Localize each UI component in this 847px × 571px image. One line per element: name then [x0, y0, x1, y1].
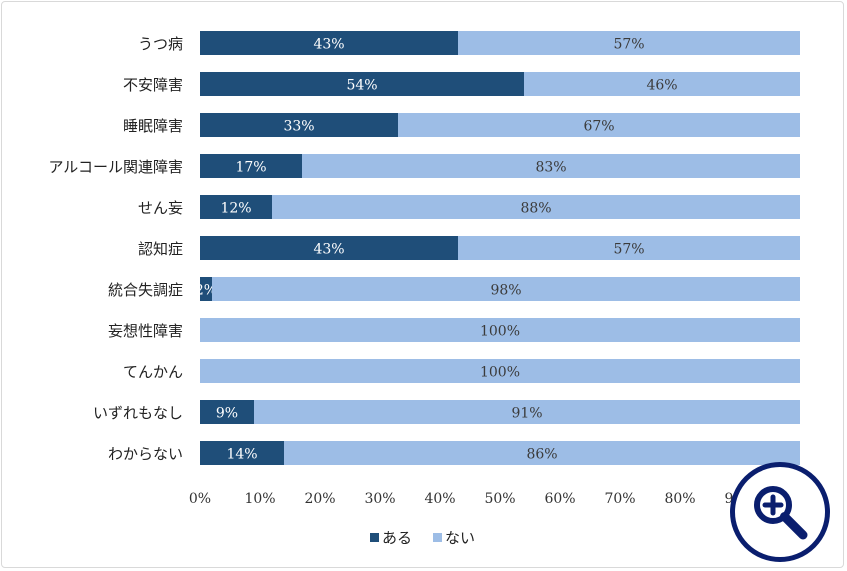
bar-segment-nai — [458, 236, 800, 260]
data-label: 43% — [313, 242, 344, 258]
data-label: 12% — [220, 201, 251, 217]
bar-segment-aru — [200, 72, 524, 96]
zoom-button[interactable] — [730, 462, 830, 562]
bar-segment-nai — [302, 154, 800, 178]
bars-group: 43% 57% 54% 46% 33% 67% 17% 83% 12% 88% 43% 57% 2% 98… — [189, 31, 800, 465]
x-tick-label: 40% — [424, 491, 455, 507]
data-label: 100% — [480, 324, 520, 340]
category-label: アルコール関連障害 — [48, 158, 183, 176]
x-tick-label: 10% — [244, 491, 275, 507]
data-label: 98% — [490, 283, 521, 299]
x-tick-label: 20% — [304, 491, 335, 507]
bar-segment-aru — [200, 277, 212, 301]
data-label: 86% — [526, 447, 557, 463]
data-label: 91% — [511, 406, 542, 422]
bar-segment-nai — [200, 318, 800, 342]
x-tick-label: 30% — [364, 491, 395, 507]
bar-segment-nai — [212, 277, 800, 301]
bar-segment-nai — [200, 359, 800, 383]
bar-segment-aru — [200, 195, 272, 219]
bar-segment-aru — [200, 31, 458, 55]
bar-segment-nai — [524, 72, 800, 96]
data-label: 43% — [313, 37, 344, 53]
bar-segment-aru — [200, 441, 284, 465]
zoom-in-magnifier-icon — [754, 486, 808, 540]
data-label: 33% — [283, 119, 314, 135]
bar-segment-nai — [284, 441, 800, 465]
bar-segment-aru — [200, 154, 302, 178]
bar-segment-nai — [398, 113, 800, 137]
x-tick-label: 80% — [664, 491, 695, 507]
data-label: 100% — [480, 365, 520, 381]
data-label: 9% — [216, 406, 238, 422]
legend: ある ない — [370, 529, 475, 547]
category-label: 睡眠障害 — [123, 117, 183, 135]
category-label: てんかん — [123, 363, 183, 381]
x-tick-label: 60% — [544, 491, 575, 507]
data-label: 67% — [583, 119, 614, 135]
legend-swatch — [433, 533, 442, 542]
data-label: 83% — [535, 160, 566, 176]
category-labels: うつ病不安障害睡眠障害アルコール関連障害せん妄認知症統合失調症妄想性障害てんかん… — [48, 35, 183, 463]
data-label: 57% — [613, 37, 644, 53]
category-label: 認知症 — [138, 240, 183, 258]
legend-label: ない — [445, 529, 475, 547]
bar-segment-aru — [200, 113, 398, 137]
data-label: 54% — [346, 78, 377, 94]
category-label: 統合失調症 — [108, 281, 183, 299]
data-label: 14% — [226, 447, 257, 463]
category-label: 不安障害 — [123, 76, 183, 94]
data-label: 2% — [195, 283, 217, 299]
data-label: 46% — [646, 78, 677, 94]
category-label: わからない — [108, 445, 183, 463]
category-label: いずれもなし — [93, 404, 183, 422]
x-axis-ticks: 0%10%20%30%40%50%60%70%80%90%100% — [189, 491, 820, 507]
bar-segment-aru — [200, 236, 458, 260]
legend-swatch — [370, 533, 379, 542]
data-label: 88% — [520, 201, 551, 217]
category-label: うつ病 — [138, 35, 183, 53]
category-label: 妄想性障害 — [108, 322, 183, 340]
x-tick-label: 50% — [484, 491, 515, 507]
bar-segment-aru — [200, 400, 254, 424]
x-tick-label: 70% — [604, 491, 635, 507]
category-label: せん妄 — [138, 199, 183, 217]
bar-segment-nai — [458, 31, 800, 55]
data-label: 17% — [235, 160, 266, 176]
data-label: 57% — [613, 242, 644, 258]
bar-segment-nai — [254, 400, 800, 424]
bar-segment-nai — [272, 195, 800, 219]
legend-label: ある — [382, 529, 412, 547]
x-tick-label: 0% — [189, 491, 211, 507]
